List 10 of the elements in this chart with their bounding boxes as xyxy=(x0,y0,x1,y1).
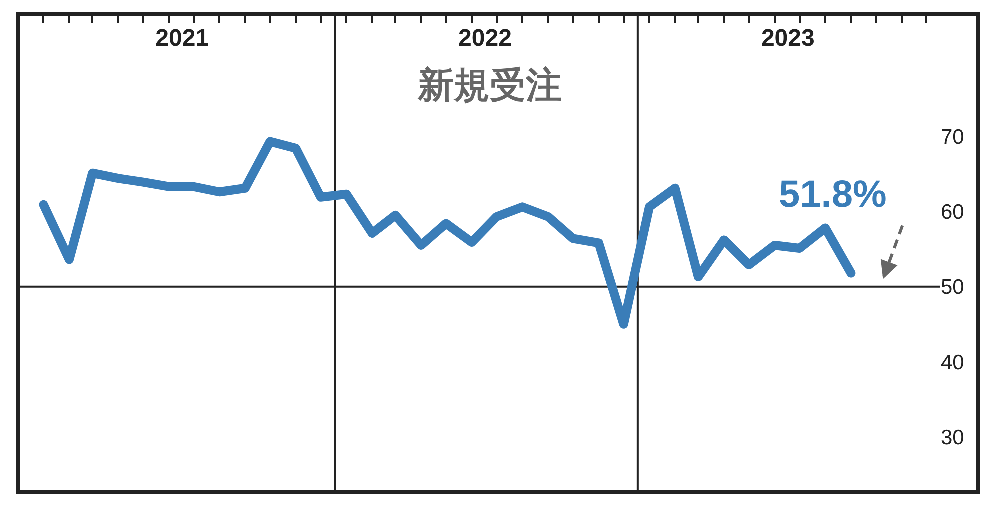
y-tick-label: 60 xyxy=(941,201,964,224)
y-tick-label: 50 xyxy=(941,276,964,300)
x-tick-label: 2022 xyxy=(458,24,512,52)
y-tick-label: 40 xyxy=(941,351,964,374)
y-tick-label: 30 xyxy=(941,426,964,450)
x-tick-label: 2023 xyxy=(761,24,815,52)
x-tick-label: 2021 xyxy=(156,24,210,52)
text: 新規受注 xyxy=(417,66,562,107)
y-tick-label: 70 xyxy=(941,126,964,149)
annotation: 51.8% xyxy=(779,174,887,216)
